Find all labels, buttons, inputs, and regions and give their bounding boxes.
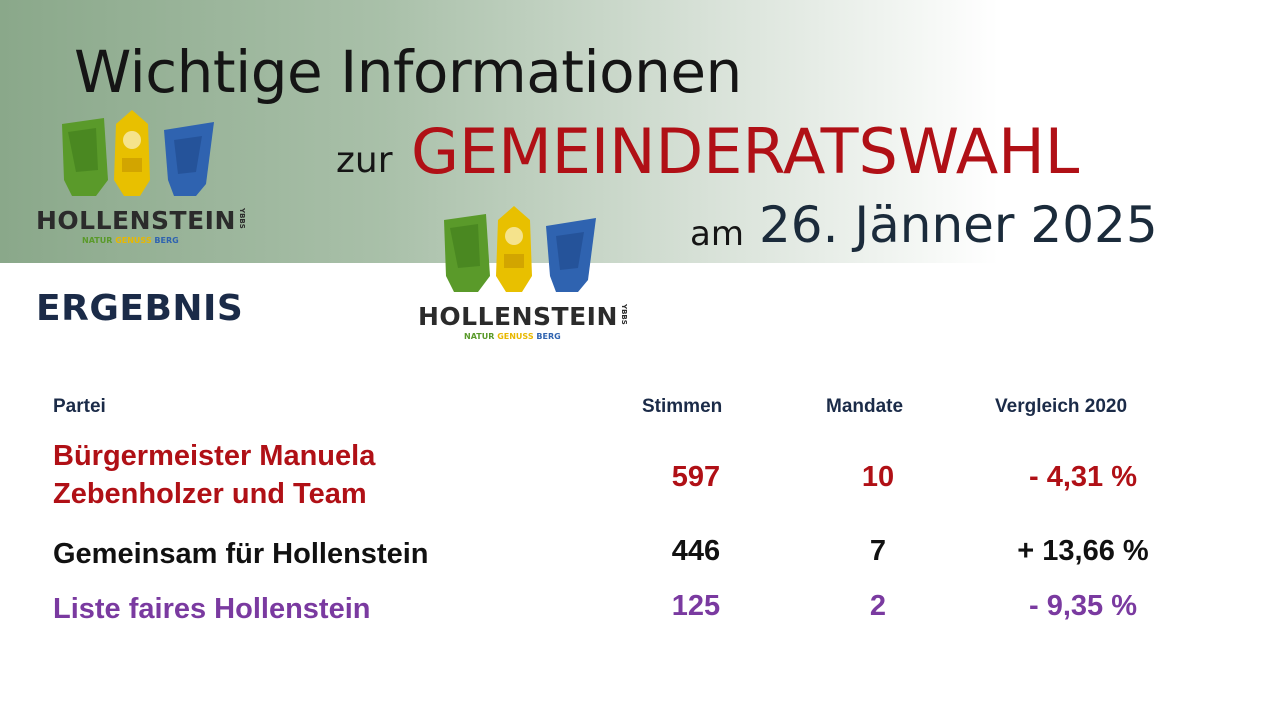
table-cell-mandate: 7: [869, 535, 887, 567]
title-zur: zur: [336, 140, 393, 181]
column-header-stimmen: Stimmen: [642, 396, 723, 417]
logo-name: HOLLENSTEIN: [418, 302, 618, 331]
party-name-line2: Zebenholzer und Team: [53, 478, 367, 510]
tag-berg: BERG: [154, 236, 179, 245]
logo-name: HOLLENSTEIN: [36, 206, 236, 235]
logo-ybbs: YBBS: [238, 208, 246, 229]
column-header-partei: Partei: [53, 396, 106, 417]
tag-genuss: GENUSS: [115, 236, 152, 245]
hollenstein-crest-icon: [62, 110, 214, 196]
column-header-mandate: Mandate: [826, 396, 904, 417]
tag-natur: NATUR: [464, 332, 495, 341]
table-cell-stimmen: 597: [671, 461, 721, 493]
tag-berg: BERG: [536, 332, 561, 341]
table-row-party-name: Liste faires Hollenstein: [53, 593, 371, 625]
header-band: [0, 0, 1280, 263]
table-cell-vergleich: - 4,31 %: [1029, 461, 1137, 493]
table-row-party-name: Bürgermeister Manuela Zebenholzer und Te…: [53, 437, 375, 513]
party-name-line1: Bürgermeister Manuela: [53, 440, 376, 472]
hollenstein-logo-header: HOLLENSTEIN YBBS NATUR GENUSS BERG: [36, 110, 246, 250]
title-date: 26. Jänner 2025: [759, 196, 1158, 254]
title-am: am: [690, 214, 744, 254]
table-cell-stimmen: 125: [671, 590, 721, 622]
table-cell-mandate: 10: [861, 461, 895, 493]
hollenstein-logo-center: HOLLENSTEIN YBBS NATUR GENUSS BERG: [418, 206, 628, 346]
tag-natur: NATUR: [82, 236, 113, 245]
title-main: GEMEINDERATSWAHL: [411, 115, 1080, 188]
table-cell-vergleich: + 13,66 %: [1017, 535, 1149, 567]
tag-genuss: GENUSS: [497, 332, 534, 341]
column-header-vergleich: Vergleich 2020: [995, 396, 1128, 417]
table-cell-mandate: 2: [869, 590, 887, 622]
table-cell-stimmen: 446: [671, 535, 721, 567]
table-cell-vergleich: - 9,35 %: [1029, 590, 1137, 622]
hollenstein-crest-icon: [444, 206, 596, 292]
section-title-ergebnis: ERGEBNIS: [36, 288, 244, 329]
logo-tagline: NATUR GENUSS BERG: [82, 236, 179, 245]
title-line1: Wichtige Informationen: [74, 38, 742, 106]
table-row-party-name: Gemeinsam für Hollenstein: [53, 538, 429, 570]
logo-tagline: NATUR GENUSS BERG: [464, 332, 561, 341]
logo-ybbs: YBBS: [620, 304, 628, 325]
